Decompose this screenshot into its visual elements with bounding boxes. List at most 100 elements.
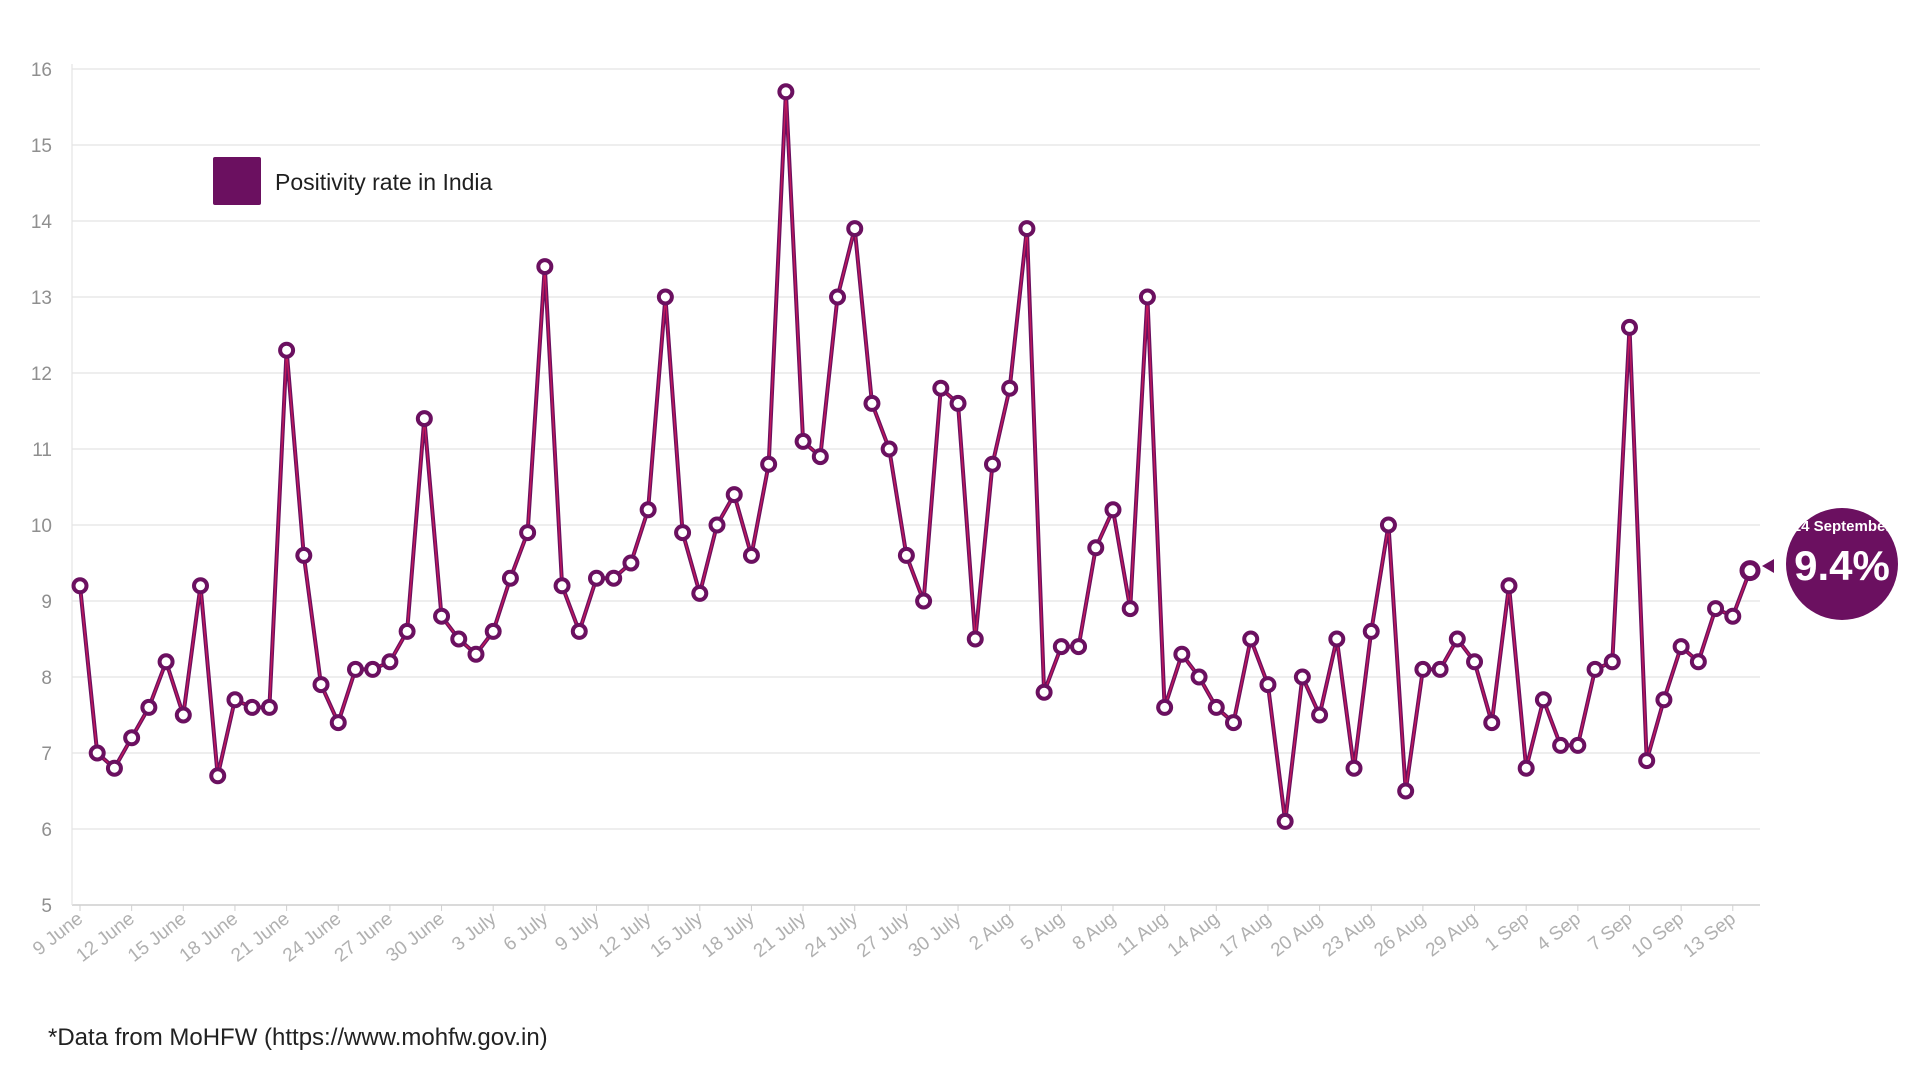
data-point <box>880 440 898 458</box>
y-tick-label-8: 8 <box>41 668 52 689</box>
x-tick-label: 7 Sep <box>1585 908 1637 955</box>
data-point <box>1500 577 1518 595</box>
data-point <box>519 524 537 542</box>
data-point <box>105 759 123 777</box>
data-point <box>1517 759 1535 777</box>
data-point <box>1397 782 1415 800</box>
legend-swatch <box>213 157 261 205</box>
data-point <box>123 729 141 747</box>
data-point <box>1156 698 1174 716</box>
x-tick-label: 20 Aug <box>1267 908 1327 961</box>
callout: 14 September 9.4% <box>1762 508 1898 620</box>
x-tick-label: 21 July <box>750 908 811 962</box>
x-tick-label: 15 June <box>124 908 190 966</box>
data-point <box>1466 653 1484 671</box>
data-point <box>932 379 950 397</box>
data-point <box>760 455 778 473</box>
data-point <box>415 410 433 428</box>
series-line <box>78 89 1752 824</box>
data-point <box>501 569 519 587</box>
data-point <box>192 577 210 595</box>
data-point <box>1724 607 1742 625</box>
data-point <box>1655 691 1673 709</box>
y-tick-label-7: 7 <box>41 744 52 765</box>
data-point <box>725 486 743 504</box>
x-tick-label: 10 Sep <box>1628 908 1688 962</box>
data-point <box>157 653 175 671</box>
x-tick-label: 5 Aug <box>1017 908 1068 954</box>
data-point <box>1190 668 1208 686</box>
x-tick-label: 26 Aug <box>1370 908 1430 961</box>
x-tick-label: 24 June <box>279 908 345 966</box>
data-point <box>1362 622 1380 640</box>
data-point <box>794 432 812 450</box>
data-point <box>1242 630 1260 648</box>
y-tick-label-11: 11 <box>32 440 52 461</box>
data-point <box>174 706 192 724</box>
series-positivity-rate <box>71 83 1761 830</box>
callout-pointer <box>1762 559 1774 573</box>
data-point <box>484 622 502 640</box>
data-point <box>811 448 829 466</box>
legend-label: Positivity rate in India <box>275 169 493 195</box>
x-tick-label: 4 Sep <box>1533 908 1585 955</box>
callout-value: 9.4% <box>1794 542 1890 589</box>
data-point <box>1483 714 1501 732</box>
data-point <box>312 676 330 694</box>
data-point <box>1638 752 1656 770</box>
data-point <box>243 698 261 716</box>
data-point <box>708 516 726 534</box>
x-tick-label: 29 Aug <box>1422 908 1482 961</box>
data-point <box>346 660 364 678</box>
data-point <box>1552 736 1570 754</box>
data-point <box>1121 600 1139 618</box>
y-tick-label-10: 10 <box>31 516 52 537</box>
data-point <box>829 288 847 306</box>
y-tick-label-6: 6 <box>41 820 52 841</box>
x-tick-label: 27 July <box>853 908 914 962</box>
data-point <box>1173 645 1191 663</box>
data-point <box>605 569 623 587</box>
data-point <box>742 546 760 564</box>
data-point <box>1448 630 1466 648</box>
data-point <box>691 584 709 602</box>
data-point <box>983 455 1001 473</box>
data-point <box>1207 698 1225 716</box>
data-point <box>295 546 313 564</box>
data-point <box>450 630 468 648</box>
y-tick-label-5: 5 <box>41 896 52 917</box>
x-tick-label: 21 June <box>227 908 293 966</box>
data-point <box>140 698 158 716</box>
data-point <box>226 691 244 709</box>
data-point <box>1739 560 1761 582</box>
x-tick-label: 27 June <box>331 908 397 966</box>
data-point <box>1620 318 1638 336</box>
data-point <box>1001 379 1019 397</box>
data-point <box>949 394 967 412</box>
data-point <box>1087 539 1105 557</box>
data-point <box>1689 653 1707 671</box>
data-point <box>1018 220 1036 238</box>
x-tick-label: 30 July <box>905 908 966 962</box>
data-point <box>433 607 451 625</box>
data-point <box>1431 660 1449 678</box>
data-point <box>674 524 692 542</box>
x-tick-label: 18 June <box>176 908 242 966</box>
data-point <box>1414 660 1432 678</box>
data-point <box>915 592 933 610</box>
x-tick-label: 11 Aug <box>1113 908 1171 960</box>
data-point <box>553 577 571 595</box>
x-tick-label: 8 Aug <box>1069 908 1120 954</box>
data-point <box>1293 668 1311 686</box>
x-tick-label: 24 July <box>801 908 862 962</box>
data-point <box>364 660 382 678</box>
x-tick-label: 17 Aug <box>1215 908 1275 961</box>
x-tick-label: 15 July <box>647 908 708 962</box>
x-tick-label: 2 Aug <box>966 908 1017 954</box>
data-point <box>209 767 227 785</box>
y-tick-label-16: 16 <box>31 60 52 81</box>
data-point <box>71 577 89 595</box>
data-point <box>329 714 347 732</box>
